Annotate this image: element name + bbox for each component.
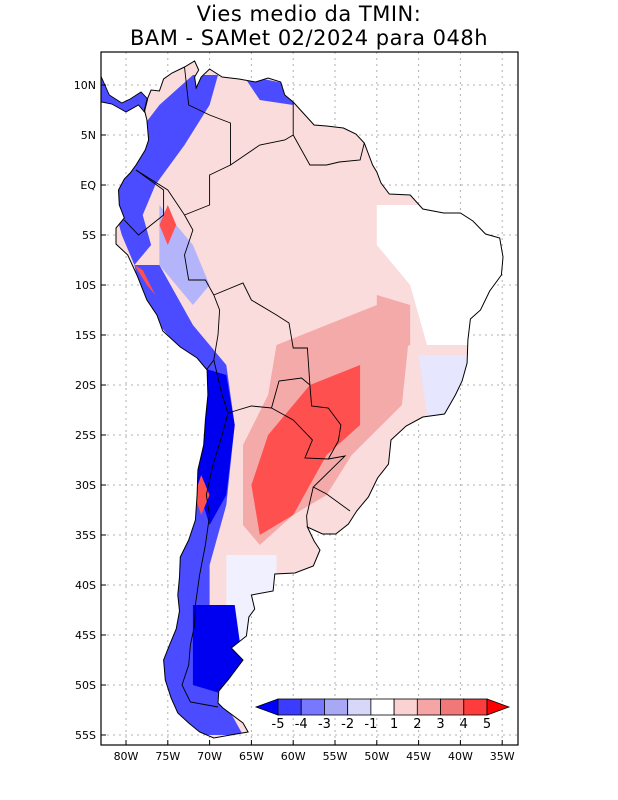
lat-label: 55S — [75, 729, 96, 742]
border-line — [213, 359, 311, 414]
border-line — [292, 134, 365, 166]
central-america — [101, 75, 149, 113]
latitude-labels: 10N 5N EQ 5S 10S 15S 20S 25S 30S 35S 40S 45S 50S 55S — [74, 79, 106, 742]
colorbar-box — [277, 698, 302, 716]
field-warm-spot-peru — [134, 265, 156, 295]
lon-label: 45W — [406, 750, 431, 763]
colorbar-label: 4 — [460, 717, 468, 732]
lat-label: 35S — [75, 529, 96, 542]
border-line — [184, 214, 221, 370]
map-title-line-1: Vies medio da TMIN: — [196, 2, 422, 26]
lat-label: 45S — [75, 629, 96, 642]
border-line — [213, 282, 311, 386]
field-cold-venezuela — [243, 75, 294, 105]
colorbar-label: -4 — [295, 717, 308, 732]
lon-label: 70W — [197, 750, 222, 763]
colorbar-box — [347, 698, 372, 716]
colorbar-box — [300, 698, 325, 716]
lat-label: 30S — [75, 479, 96, 492]
colorbar-box — [370, 698, 395, 716]
colorbar-label: -5 — [272, 717, 285, 732]
lat-label: 5N — [81, 129, 96, 142]
colorbar-box — [440, 698, 465, 716]
lat-label: 10S — [75, 279, 96, 292]
field-cold-north-andes — [116, 75, 218, 265]
colorbar-box — [463, 698, 488, 716]
country-borders — [123, 66, 365, 708]
colorbar-label: -2 — [341, 717, 354, 732]
lat-label: 10N — [74, 79, 96, 92]
colorbar-box — [324, 698, 349, 716]
colorbar: -5 -4 -3 -2 -1 1 2 3 4 5 — [254, 698, 511, 732]
lon-label: 60W — [281, 750, 306, 763]
colorbar-box — [416, 698, 441, 716]
border-line — [271, 407, 339, 460]
colorbar-label: 3 — [436, 717, 444, 732]
border-line — [309, 384, 342, 442]
lat-label: 5S — [82, 229, 96, 242]
lat-label: 25S — [75, 429, 96, 442]
colorbar-label: -1 — [364, 717, 377, 732]
field-neutral-ne — [376, 205, 503, 345]
lon-label: 35W — [490, 750, 515, 763]
colorbar-label: -3 — [318, 717, 331, 732]
lon-label: 40W — [448, 750, 473, 763]
field-strong-cold-patagonia — [192, 605, 243, 695]
coastline — [115, 60, 504, 739]
lon-label: 75W — [155, 750, 180, 763]
lat-label: 20S — [75, 379, 96, 392]
border-line — [135, 66, 231, 216]
longitude-labels: 80W 75W 70W 65W 60W 55W 50W 45W 40W 35W — [114, 740, 515, 763]
field-strong-warm — [251, 365, 361, 535]
lon-label: 55W — [323, 750, 348, 763]
lon-label: 50W — [364, 750, 389, 763]
field-warm-spot-chile — [194, 475, 210, 515]
colorbar-label: 2 — [413, 717, 421, 732]
lat-label: 40S — [75, 579, 96, 592]
lon-label: 65W — [239, 750, 264, 763]
colorbar-box — [393, 698, 418, 716]
border-line — [123, 169, 165, 236]
colorbar-label: 1 — [390, 717, 398, 732]
lat-label: 15S — [75, 329, 96, 342]
lat-label: EQ — [80, 179, 96, 192]
border-line — [181, 412, 229, 708]
colorbar-label: 5 — [483, 717, 491, 732]
field-warm-central — [376, 295, 411, 355]
lon-label: 80W — [114, 750, 139, 763]
field-warm-spot-ecuador — [159, 205, 177, 245]
map-title-line-2: BAM - SAMet 02/2024 para 048h — [129, 26, 489, 50]
colorbar-arrow-high — [486, 698, 511, 716]
lat-label: 50S — [75, 679, 96, 692]
border-line — [230, 102, 294, 166]
map-frame — [100, 51, 519, 746]
border-line — [306, 486, 314, 528]
